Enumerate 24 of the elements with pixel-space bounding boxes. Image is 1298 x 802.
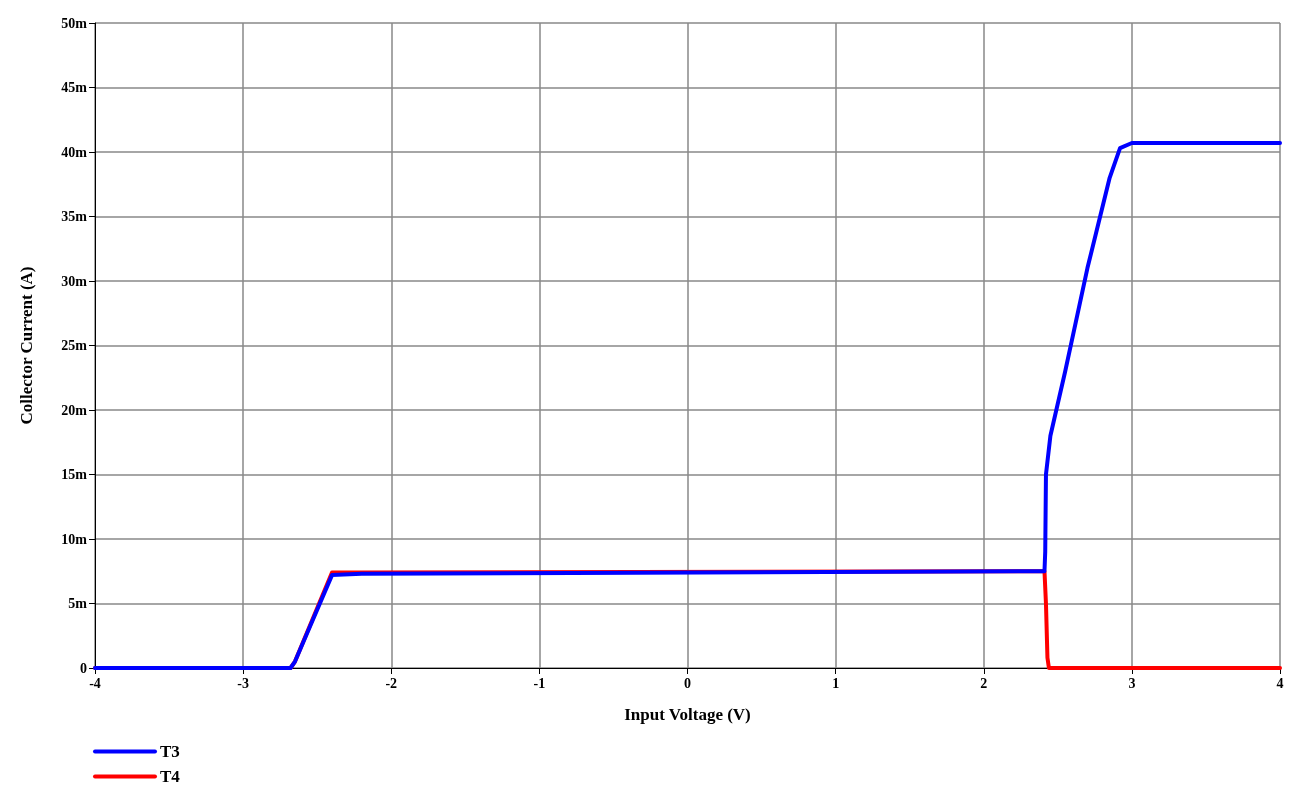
x-tick-label: 1 [832,675,840,691]
y-tick-label: 30m [61,273,88,289]
x-tick-label: -3 [237,675,249,691]
y-tick-label: 45m [61,80,88,95]
y-tick-label: 35m [61,209,88,224]
x-axis-title: Input Voltage (V) [624,705,751,724]
x-tick-label: 2 [980,675,988,691]
x-tick-label: 4 [1276,675,1284,691]
legend-label: T4 [160,767,181,786]
x-tick-label: 3 [1128,675,1136,691]
x-tick-label: -2 [385,675,398,691]
y-tick-label: 40m [61,144,88,160]
legend-label: T3 [160,742,180,761]
y-tick-label: 25m [61,338,88,353]
x-tick-label: -4 [89,675,101,691]
y-tick-label: 0 [80,660,87,676]
y-tick-label: 10m [61,531,88,547]
y-tick-label: 15m [61,467,88,482]
y-axis-title: Collector Current (A) [17,266,36,425]
x-tick-label: -1 [533,675,546,691]
y-tick-label: 5m [68,596,88,611]
y-tick-label: 50m [61,15,88,31]
x-tick-label: 0 [684,675,691,691]
y-tick-label: 20m [61,402,88,418]
